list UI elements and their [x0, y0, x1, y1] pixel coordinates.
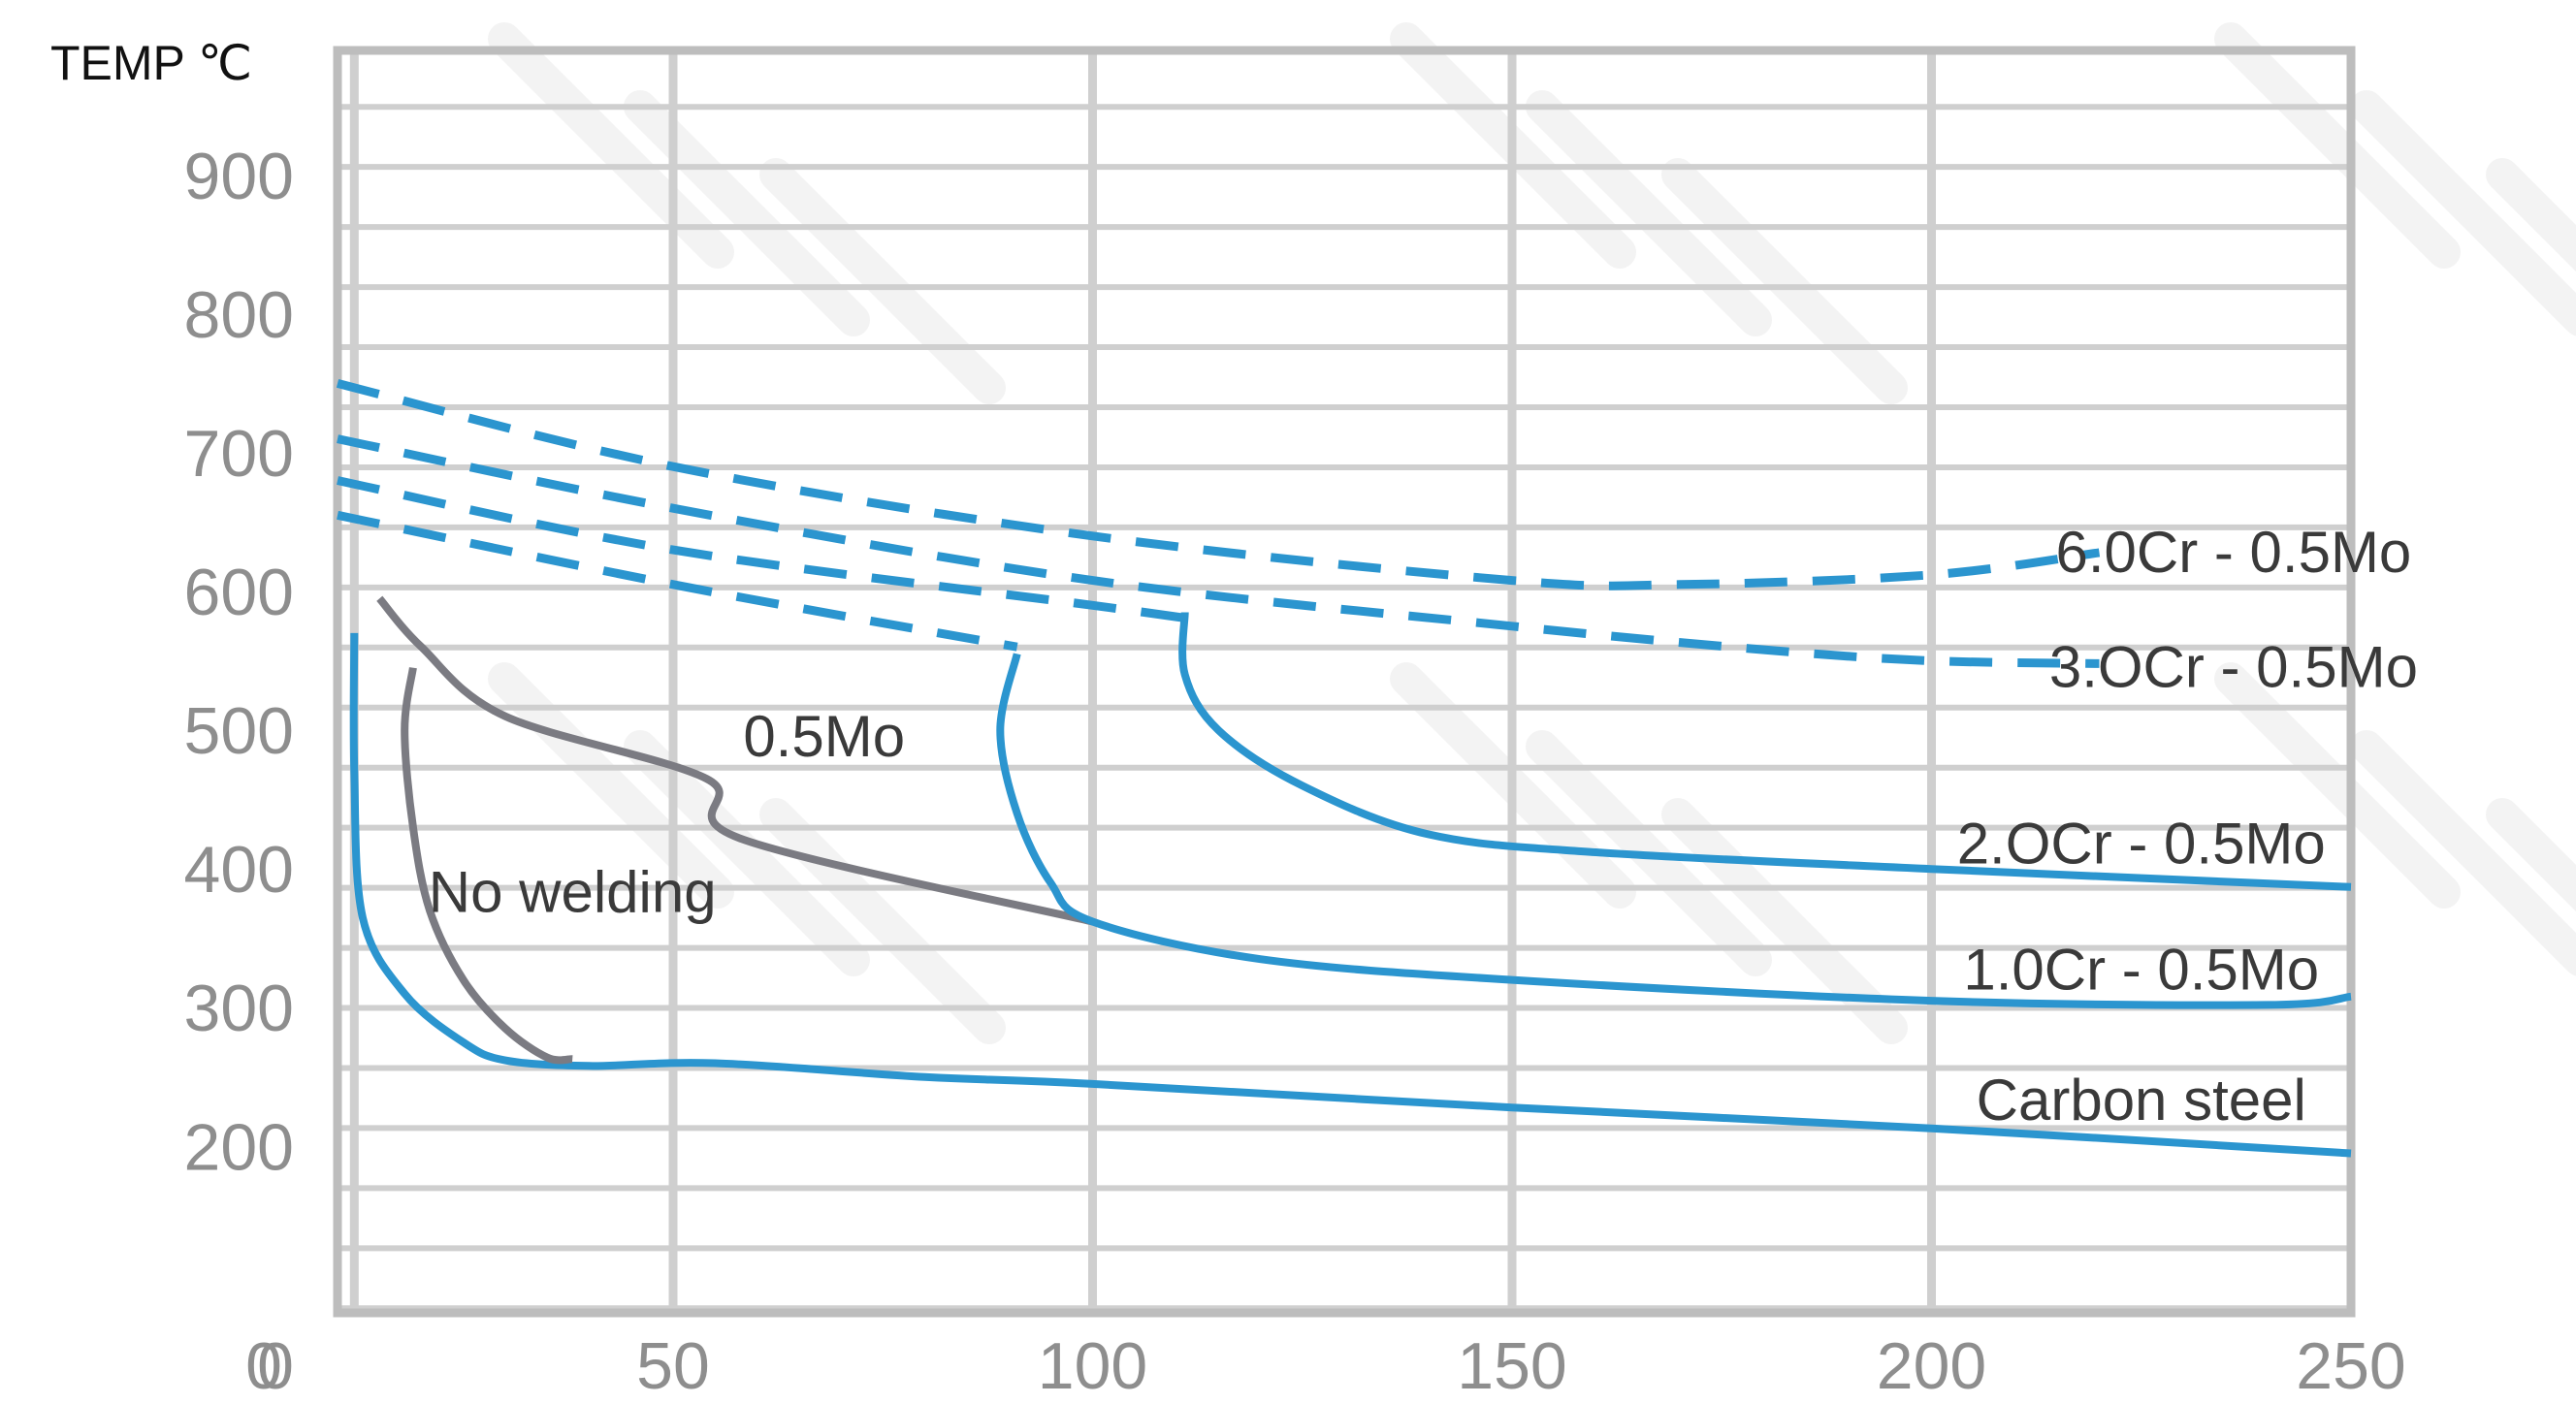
series-line-5 [336, 379, 2101, 590]
y-axis-ticks: 0 200 300 400 500 600 700 800 900 [184, 140, 294, 1403]
watermark-mark-5 [2214, 662, 2576, 976]
x-tick-label: 0 [245, 1329, 282, 1403]
curve-label-4: No welding [429, 859, 717, 924]
series-line-2 [376, 595, 1094, 926]
annotations: 6.0Cr - 0.5Mo 3.OCr - 0.5Mo 0.5Mo 2.OCr - 0… [429, 520, 2418, 1133]
curve-label-0: 6.0Cr - 0.5Mo [2056, 520, 2412, 585]
series-line-1 [401, 667, 573, 1065]
series-line-3 [996, 653, 2352, 1009]
x-tick-label: 200 [1877, 1329, 1986, 1403]
y-tick-label: 200 [184, 1110, 294, 1184]
x-tick-label: 150 [1457, 1329, 1566, 1403]
watermark-mark-2 [2214, 22, 2576, 336]
series-layer [336, 379, 2352, 1158]
x-tick-label: 100 [1038, 1329, 1147, 1403]
x-tick-label: 250 [2296, 1329, 2405, 1403]
plot-frame [333, 46, 2356, 1318]
curve-label-6: Carbon steel [1977, 1068, 2306, 1133]
y-tick-label: 900 [184, 140, 294, 213]
curve-label-3: 2.OCr - 0.5Mo [1957, 811, 2326, 876]
series-line-4 [1178, 612, 2352, 891]
series-line-8 [337, 510, 1018, 652]
series-line-7 [337, 476, 1194, 624]
y-tick-label: 800 [184, 278, 294, 352]
y-tick-label: 700 [184, 417, 294, 491]
curve-label-2: 0.5Mo [743, 704, 905, 769]
curve-label-1: 3.OCr - 0.5Mo [2049, 635, 2418, 700]
series-line-0 [349, 632, 2352, 1158]
y-axis-title: TEMP ℃ [50, 36, 252, 90]
y-tick-label: 500 [184, 694, 294, 768]
x-tick-label: 50 [636, 1329, 710, 1403]
series-line-6 [337, 434, 2100, 668]
x-axis-ticks: 0 50 100 150 200 250 [245, 1329, 2406, 1403]
curve-label-5: 1.0Cr - 0.5Mo [1963, 938, 2319, 1003]
watermark-mark-0 [488, 22, 1006, 404]
y-tick-label: 0 [257, 1329, 294, 1403]
y-tick-label: 300 [184, 972, 294, 1045]
y-tick-label: 400 [184, 833, 294, 907]
y-tick-label: 600 [184, 556, 294, 629]
watermark-mark-1 [1390, 22, 1908, 404]
